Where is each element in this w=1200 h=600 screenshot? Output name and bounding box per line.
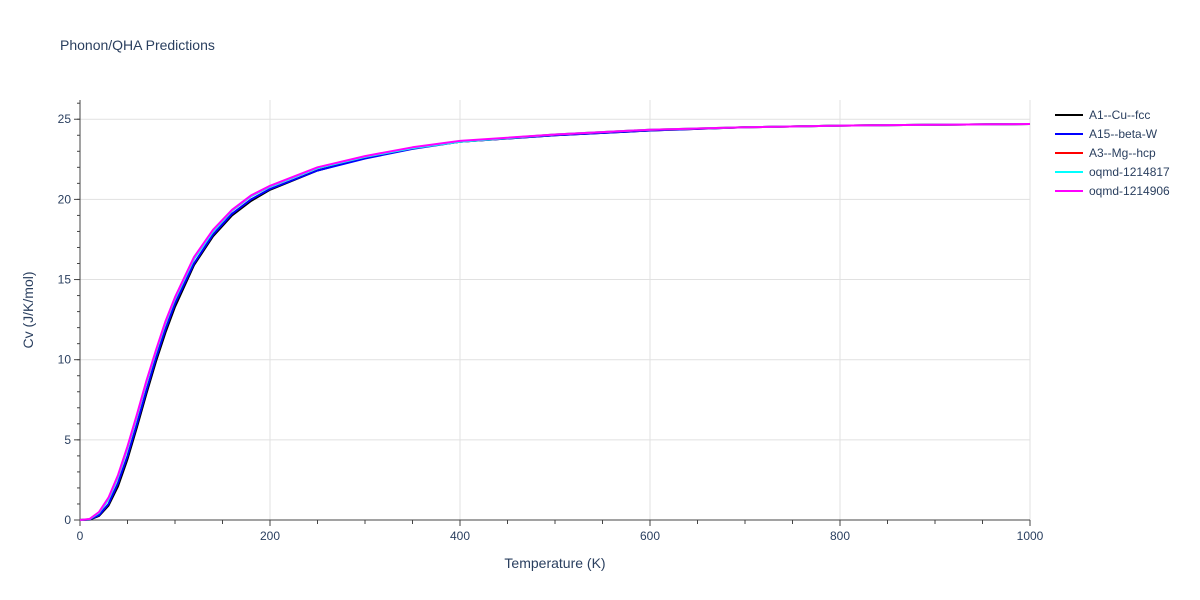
x-tick-label: 800 [830, 529, 850, 543]
legend-item[interactable]: A3--Mg--hcp [1055, 146, 1156, 160]
x-tick-label: 600 [640, 529, 660, 543]
y-axis-title: Cv (J/K/mol) [20, 272, 36, 349]
series-line-5 [79, 123, 1031, 521]
axes: 0 200 400 600 800 1000 0 5 10 15 20 25 [58, 100, 1044, 543]
x-tick-label: 1000 [1017, 529, 1044, 543]
legend-label: oqmd-1214817 [1089, 165, 1170, 179]
legend-label: A1--Cu--fcc [1089, 108, 1150, 122]
y-tick-label: 25 [58, 112, 72, 126]
legend-label: A15--beta-W [1089, 127, 1158, 141]
legend-label: oqmd-1214906 [1089, 184, 1170, 198]
legend[interactable]: A1--Cu--fcc A15--beta-W A3--Mg--hcp oqmd-12… [1055, 108, 1170, 198]
y-tick-label: 20 [58, 192, 72, 206]
series-line-1 [79, 123, 1031, 521]
legend-item[interactable]: A1--Cu--fcc [1055, 108, 1150, 122]
y-tick-label: 0 [64, 513, 71, 527]
x-tick-label: 400 [450, 529, 470, 543]
x-tick-label: 0 [77, 529, 84, 543]
series-line-3 [79, 123, 1031, 521]
grid [80, 100, 1031, 520]
x-tick-label: 200 [260, 529, 280, 543]
legend-item[interactable]: A15--beta-W [1055, 127, 1158, 141]
series-line-4 [79, 123, 1031, 521]
legend-item[interactable]: oqmd-1214906 [1055, 184, 1170, 198]
y-tick-label: 5 [64, 433, 71, 447]
x-axis-title: Temperature (K) [504, 555, 605, 571]
y-tick-label: 10 [58, 353, 72, 367]
legend-item[interactable]: oqmd-1214817 [1055, 165, 1170, 179]
series-line-2 [79, 123, 1031, 521]
plot-series [79, 123, 1031, 521]
chart-title: Phonon/QHA Predictions [60, 37, 215, 53]
y-tick-label: 15 [58, 273, 72, 287]
legend-label: A3--Mg--hcp [1089, 146, 1156, 160]
